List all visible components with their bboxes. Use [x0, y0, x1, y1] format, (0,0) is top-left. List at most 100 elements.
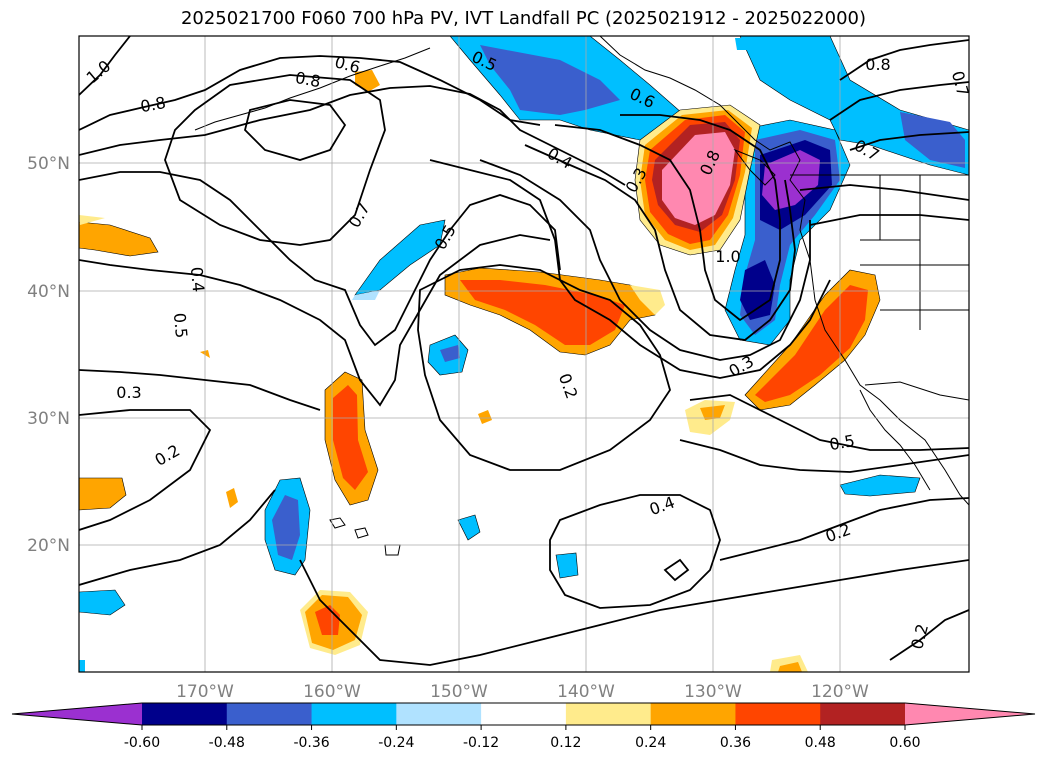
contour-0p6-north [79, 85, 626, 186]
contour-0p2-central-loop [417, 264, 671, 471]
colorbar-swatch [650, 703, 736, 725]
neg-spot-bottom-left [79, 660, 85, 672]
gridlines [79, 36, 969, 672]
neg-spot-nw-corner [735, 38, 755, 50]
neg-spot-southwest [79, 589, 126, 616]
contour-trough-4 [429, 159, 831, 379]
lat-label: 40°N [27, 282, 70, 302]
colorbar: -0.60 -0.48 -0.36 -0.24 -0.12 0.12 0.24 0.36 0.4… [11, 702, 1036, 751]
lon-label: 140°W [557, 682, 615, 702]
contour-labels: 1.0 0.8 0.6 0.5 0.6 0.8 0.7 0.8 0.4 0.3 … [83, 47, 973, 651]
lat-label: 30°N [27, 409, 70, 429]
contour-trough-2 [524, 144, 796, 341]
contour-label: 0.5 [170, 312, 191, 339]
contour-0p5-wave [79, 171, 561, 347]
contour-1p0-northwest [79, 36, 131, 96]
contour-0p2-east [719, 497, 969, 561]
neg-ridge-central [354, 219, 446, 296]
colorbar-tick-label: 0.36 [720, 735, 751, 751]
colorbar-swatch [226, 703, 313, 725]
colorbar-tick-label: 0.24 [635, 735, 666, 751]
contour-south-big [299, 559, 969, 666]
contour-0p2-southeast [889, 609, 969, 661]
contour-0p5-east [679, 439, 969, 473]
pos-spot-small-2 [226, 488, 238, 508]
contour-0p6-loop [244, 99, 347, 161]
contour-small-loop [663, 558, 690, 582]
pos-band-central-red [460, 280, 625, 345]
lon-label: 150°W [430, 682, 488, 702]
neg-hawaii-band-core [272, 495, 300, 560]
map-frame [78, 35, 970, 673]
contour-label: 0.5 [828, 431, 856, 454]
pos-band-west [79, 221, 159, 257]
contour-0p2-south [79, 489, 276, 586]
contour-0p2-line [79, 409, 212, 531]
colorbar-swatch [142, 703, 228, 725]
lon-label: 160°W [303, 682, 361, 702]
contour-east-lower [799, 184, 969, 201]
neg-main-coast-deep-2 [740, 260, 775, 320]
colorbar-tick-label: 0.12 [550, 735, 581, 751]
colorbar-tick-label: 0.60 [889, 735, 920, 751]
contour-0p4-wave [79, 234, 551, 407]
colorbar-swatch [481, 703, 567, 725]
pos-spot-mid-orange [700, 405, 725, 420]
pv-contours [79, 36, 969, 666]
lon-label: 130°W [684, 682, 742, 702]
pos-main-nw-coast-peak [662, 132, 735, 225]
neg-spot-east [839, 474, 921, 497]
pos-spot-west-2 [79, 477, 127, 511]
coastline-bc-islands [733, 148, 776, 186]
pos-spot-small-1 [478, 410, 492, 424]
contour-0p7-loop [164, 74, 386, 246]
colorbar-tick-label: -0.12 [463, 735, 499, 751]
contour-label: 0.8 [865, 55, 890, 74]
contour-0p3-east [689, 394, 969, 451]
lon-label: 120°W [811, 682, 869, 702]
contour-0p8-northeast [839, 39, 969, 81]
colorbar-extend-high [905, 703, 1035, 725]
contour-label: 1.0 [715, 247, 740, 266]
colorbar-swatch [396, 703, 482, 725]
contour-0p3-line [79, 369, 321, 411]
contour-label: 0.8 [294, 68, 322, 91]
colorbar-tick-label: 0.48 [805, 735, 836, 751]
contour-label: 0.4 [187, 266, 208, 293]
contour-0p8-east [849, 131, 969, 151]
pos-band-west-yellow [79, 215, 105, 225]
pos-spot-bottom-orange [778, 662, 802, 672]
lat-label: 20°N [27, 536, 70, 556]
state-borders [860, 175, 969, 330]
contour-0p7-northeast [829, 81, 969, 121]
lat-label: 50°N [27, 154, 70, 174]
contour-trough-1 [554, 114, 781, 322]
neg-spot-south [457, 514, 481, 541]
colorbar-extend-low [12, 703, 142, 725]
lon-label: 170°W [176, 682, 234, 702]
contour-0p4-south-loop [549, 494, 721, 609]
pos-band-hawaii-north-red [333, 385, 368, 490]
neg-band-northeast-core [900, 112, 965, 168]
colorbar-swatch [565, 703, 652, 725]
colorbar-tick-label: -0.48 [209, 735, 245, 751]
latitude-labels: 50°N 40°N 30°N 20°N [27, 154, 70, 556]
contour-trough-3 [479, 159, 811, 361]
contour-label: 0.8 [139, 93, 167, 116]
neg-band-gulf-alaska-core [480, 45, 620, 115]
us-mexico-border [864, 381, 969, 401]
neg-spot-south-2 [555, 552, 579, 579]
coastline-north-america [599, 36, 969, 506]
colorbar-tick-label: -0.24 [378, 735, 414, 751]
colorbar-tick-label: -0.36 [293, 735, 329, 751]
colorbar-tick-label: -0.60 [124, 735, 160, 751]
colorbar-swatch [820, 703, 906, 725]
colorbar-swatch [735, 703, 821, 725]
shaded-anomalies [79, 36, 969, 672]
colorbar-swatch [311, 703, 397, 725]
longitude-labels: 170°W 160°W 150°W 140°W 130°W 120°W [176, 682, 869, 702]
neg-ridge-central-light [352, 290, 380, 300]
contour-east-lower-2 [809, 214, 969, 226]
